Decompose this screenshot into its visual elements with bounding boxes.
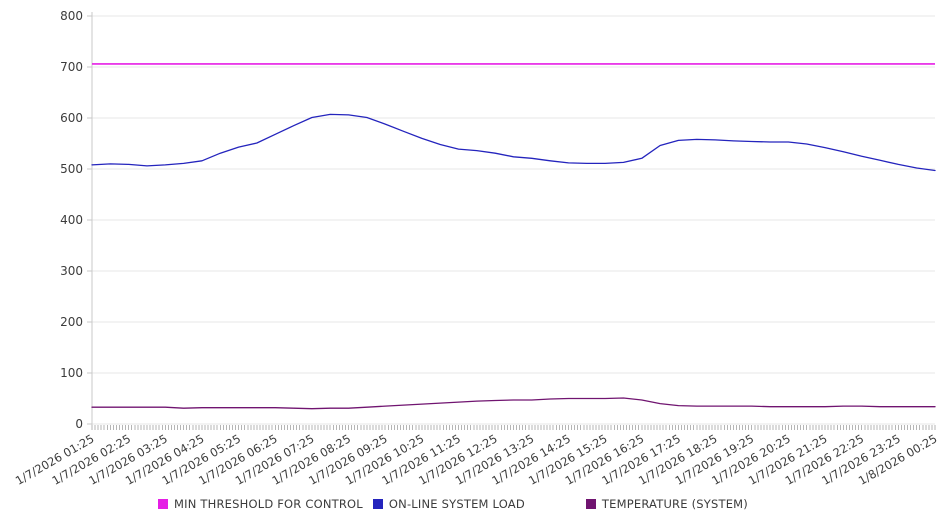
y-axis-label: 800 — [60, 9, 83, 23]
series-line-temperature-system- — [91, 397, 936, 410]
y-axis-label: 700 — [60, 60, 83, 74]
legend-label-temperature-system: TEMPERATURE (SYSTEM) — [601, 497, 748, 511]
y-axis-label: 500 — [60, 162, 83, 176]
chart-legend: MIN THRESHOLD FOR CONTROL ON-LINE SYSTEM… — [0, 497, 946, 511]
legend-item-min-threshold-for-control[interactable]: MIN THRESHOLD FOR CONTROL — [158, 497, 363, 511]
legend-label-min-threshold-for-control: MIN THRESHOLD FOR CONTROL — [174, 497, 363, 511]
legend-swatch-icon — [372, 499, 383, 509]
legend-swatch-icon — [158, 499, 169, 509]
series-line-on-line-system-load — [91, 113, 936, 172]
y-axis-label: 100 — [60, 366, 83, 380]
legend-swatch-icon — [585, 499, 596, 509]
legend-item-online-system-load[interactable]: ON-LINE SYSTEM LOAD — [372, 497, 525, 511]
legend-label-online-system-load: ON-LINE SYSTEM LOAD — [388, 497, 525, 511]
legend-item-temperature-system[interactable]: TEMPERATURE (SYSTEM) — [585, 497, 748, 511]
y-axis-label: 400 — [60, 213, 83, 227]
y-axis-label: 600 — [60, 111, 83, 125]
y-axis-label: 200 — [60, 315, 83, 329]
y-axis-label: 0 — [75, 417, 83, 431]
y-axis-label: 300 — [60, 264, 83, 278]
